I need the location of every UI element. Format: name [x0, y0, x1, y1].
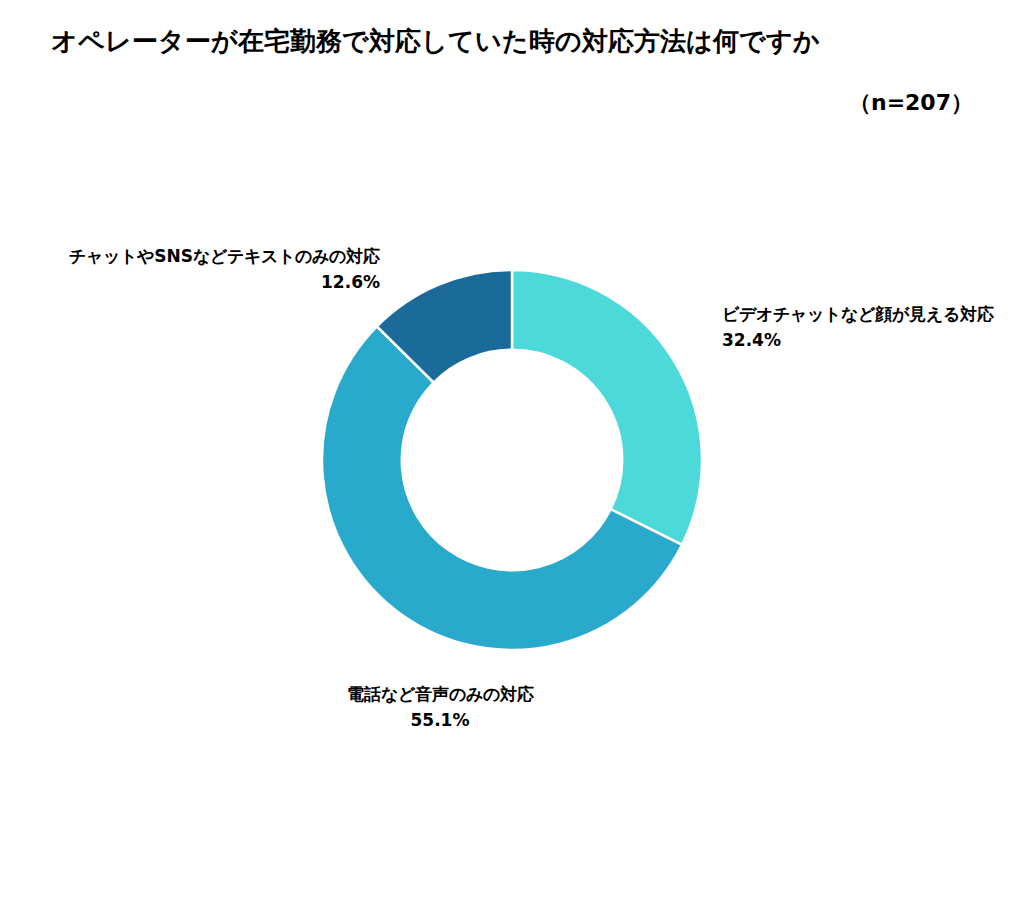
donut	[322, 270, 702, 650]
slice-value: 55.1%	[411, 710, 470, 730]
slice	[377, 270, 512, 383]
slice-value: 32.4%	[722, 330, 781, 350]
chart-container: オペレーターが在宅勤務で対応していた時の対応方法は何ですか （n=207） ビデオチ…	[0, 0, 1024, 900]
slice-label: チャットやSNSなどテキストのみの対応	[69, 246, 380, 266]
data-labels: ビデオチャットなど顔が見える対応 32.4% 電話など音声のみの対応 55.1% チャッ…	[69, 246, 994, 730]
subtitle: （n=207）	[849, 90, 973, 115]
title: オペレーターが在宅勤務で対応していた時の対応方法は何ですか	[51, 26, 820, 56]
chart-svg: オペレーターが在宅勤務で対応していた時の対応方法は何ですか （n=207） ビデオチ…	[0, 0, 1024, 900]
slice	[512, 270, 702, 545]
slice-label: 電話など音声のみの対応	[347, 684, 534, 704]
background	[0, 0, 1024, 900]
slice-value: 12.6%	[321, 272, 380, 292]
slice	[322, 326, 682, 650]
slice-label: ビデオチャットなど顔が見える対応	[722, 304, 994, 324]
